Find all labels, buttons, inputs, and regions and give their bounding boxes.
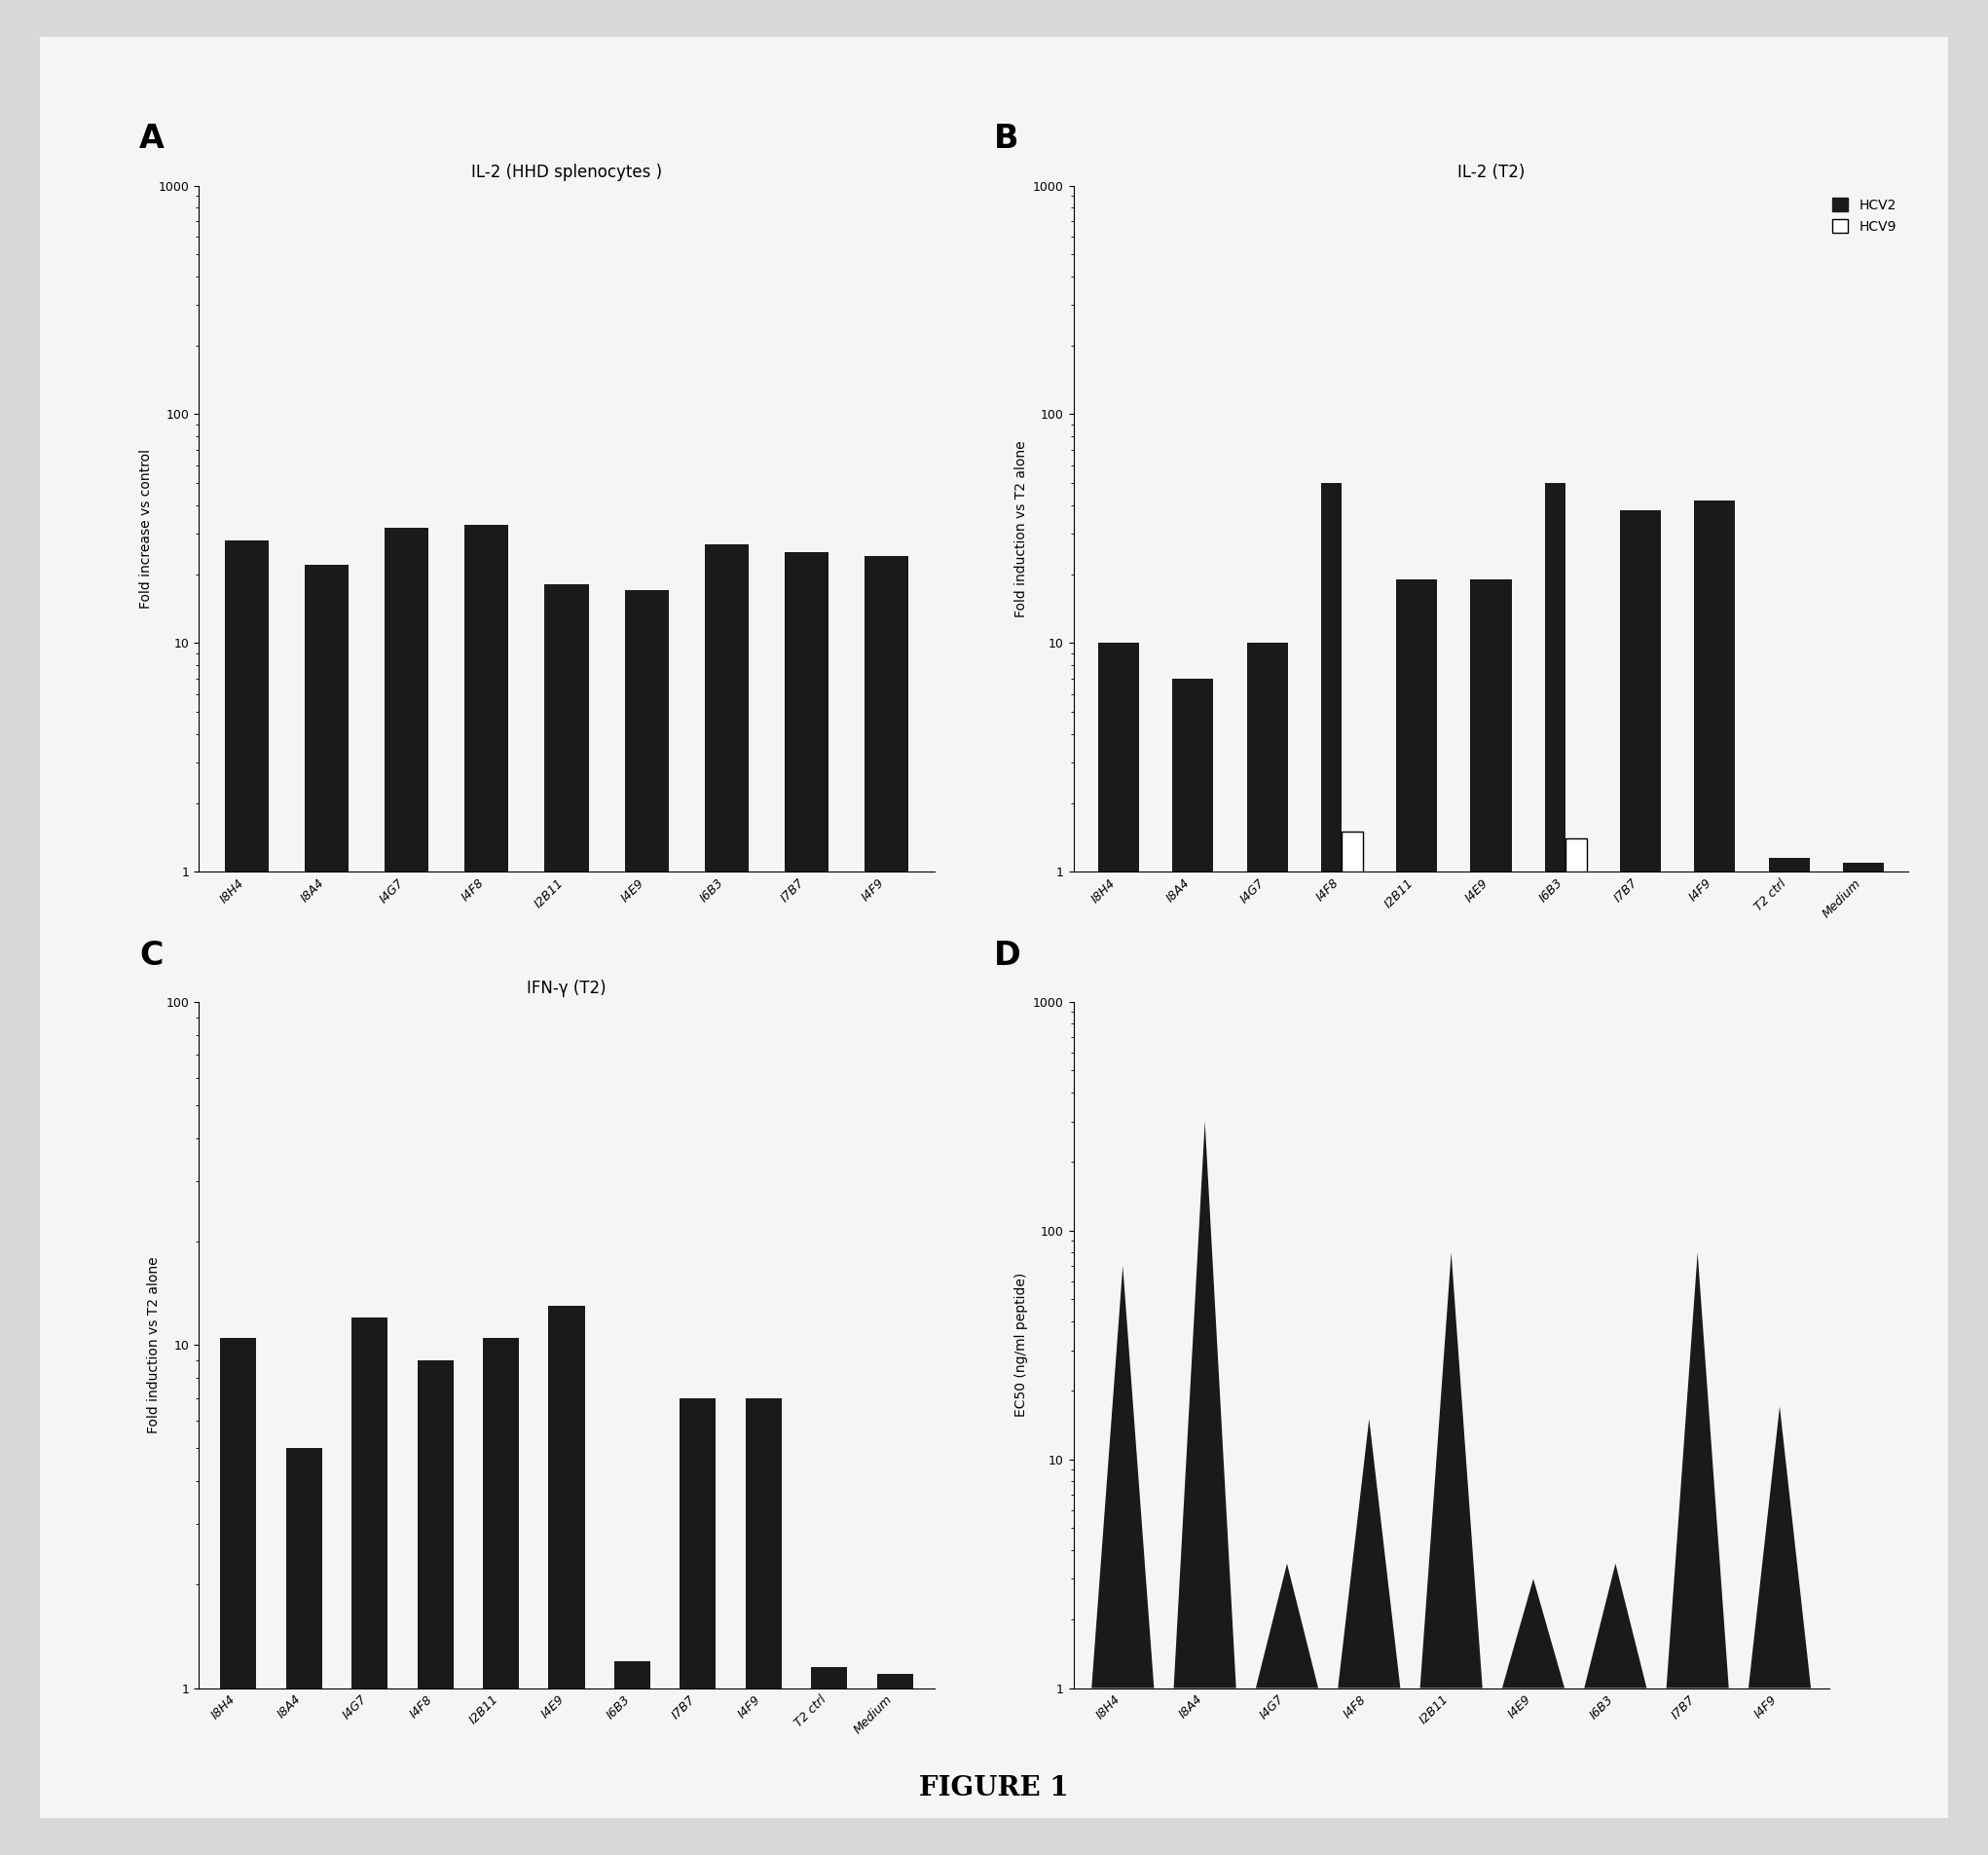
Text: FIGURE 1: FIGURE 1 (918, 1775, 1070, 1801)
Bar (811, 1668, 847, 1855)
Polygon shape (1584, 1564, 1646, 1688)
Bar (1320, 482, 1342, 1855)
Polygon shape (1091, 1265, 1153, 1688)
Polygon shape (1256, 1564, 1318, 1688)
Bar (465, 525, 509, 1855)
Title: IFN-γ (T2): IFN-γ (T2) (527, 979, 606, 998)
Bar (680, 1399, 716, 1855)
Bar (1173, 679, 1213, 1855)
Bar (304, 564, 348, 1855)
Text: C: C (139, 939, 163, 972)
Bar (225, 542, 268, 1855)
Bar (1545, 482, 1567, 1855)
Text: B: B (994, 122, 1018, 156)
Bar (865, 556, 909, 1855)
Bar (1843, 863, 1885, 1855)
Bar (352, 1317, 388, 1855)
Bar (704, 544, 747, 1855)
Bar (386, 527, 429, 1855)
Bar (221, 1337, 256, 1855)
Bar (1567, 838, 1586, 1855)
Polygon shape (1666, 1252, 1730, 1688)
Y-axis label: EC50 (ng/ml peptide): EC50 (ng/ml peptide) (1014, 1273, 1028, 1417)
Bar (624, 590, 668, 1855)
Polygon shape (1749, 1406, 1811, 1688)
Polygon shape (1173, 1120, 1237, 1688)
Bar (1246, 644, 1288, 1855)
Polygon shape (1419, 1252, 1483, 1688)
Bar (877, 1673, 912, 1855)
Title: IL-2 (HHD splenocytes ): IL-2 (HHD splenocytes ) (471, 163, 662, 182)
Bar (1097, 644, 1139, 1855)
Bar (483, 1337, 519, 1855)
Bar (545, 584, 588, 1855)
Bar (549, 1306, 584, 1855)
Legend: HCV2, HCV9: HCV2, HCV9 (1827, 193, 1903, 239)
Y-axis label: Fold induction vs T2 alone: Fold induction vs T2 alone (147, 1256, 161, 1434)
Y-axis label: Fold increase vs control: Fold increase vs control (139, 449, 153, 608)
Bar (1694, 501, 1736, 1855)
Bar (785, 553, 829, 1855)
Polygon shape (1503, 1579, 1565, 1688)
Y-axis label: Fold induction vs T2 alone: Fold induction vs T2 alone (1014, 440, 1028, 618)
Bar (1620, 510, 1660, 1855)
Text: D: D (994, 939, 1022, 972)
Bar (1342, 831, 1364, 1855)
Bar (286, 1449, 322, 1855)
Bar (1769, 859, 1809, 1855)
Bar (746, 1399, 781, 1855)
Bar (1396, 579, 1437, 1855)
Polygon shape (1338, 1419, 1400, 1688)
Bar (417, 1360, 453, 1855)
Text: A: A (139, 122, 165, 156)
Bar (614, 1660, 650, 1855)
Title: IL-2 (T2): IL-2 (T2) (1457, 163, 1525, 182)
Bar (1471, 579, 1511, 1855)
